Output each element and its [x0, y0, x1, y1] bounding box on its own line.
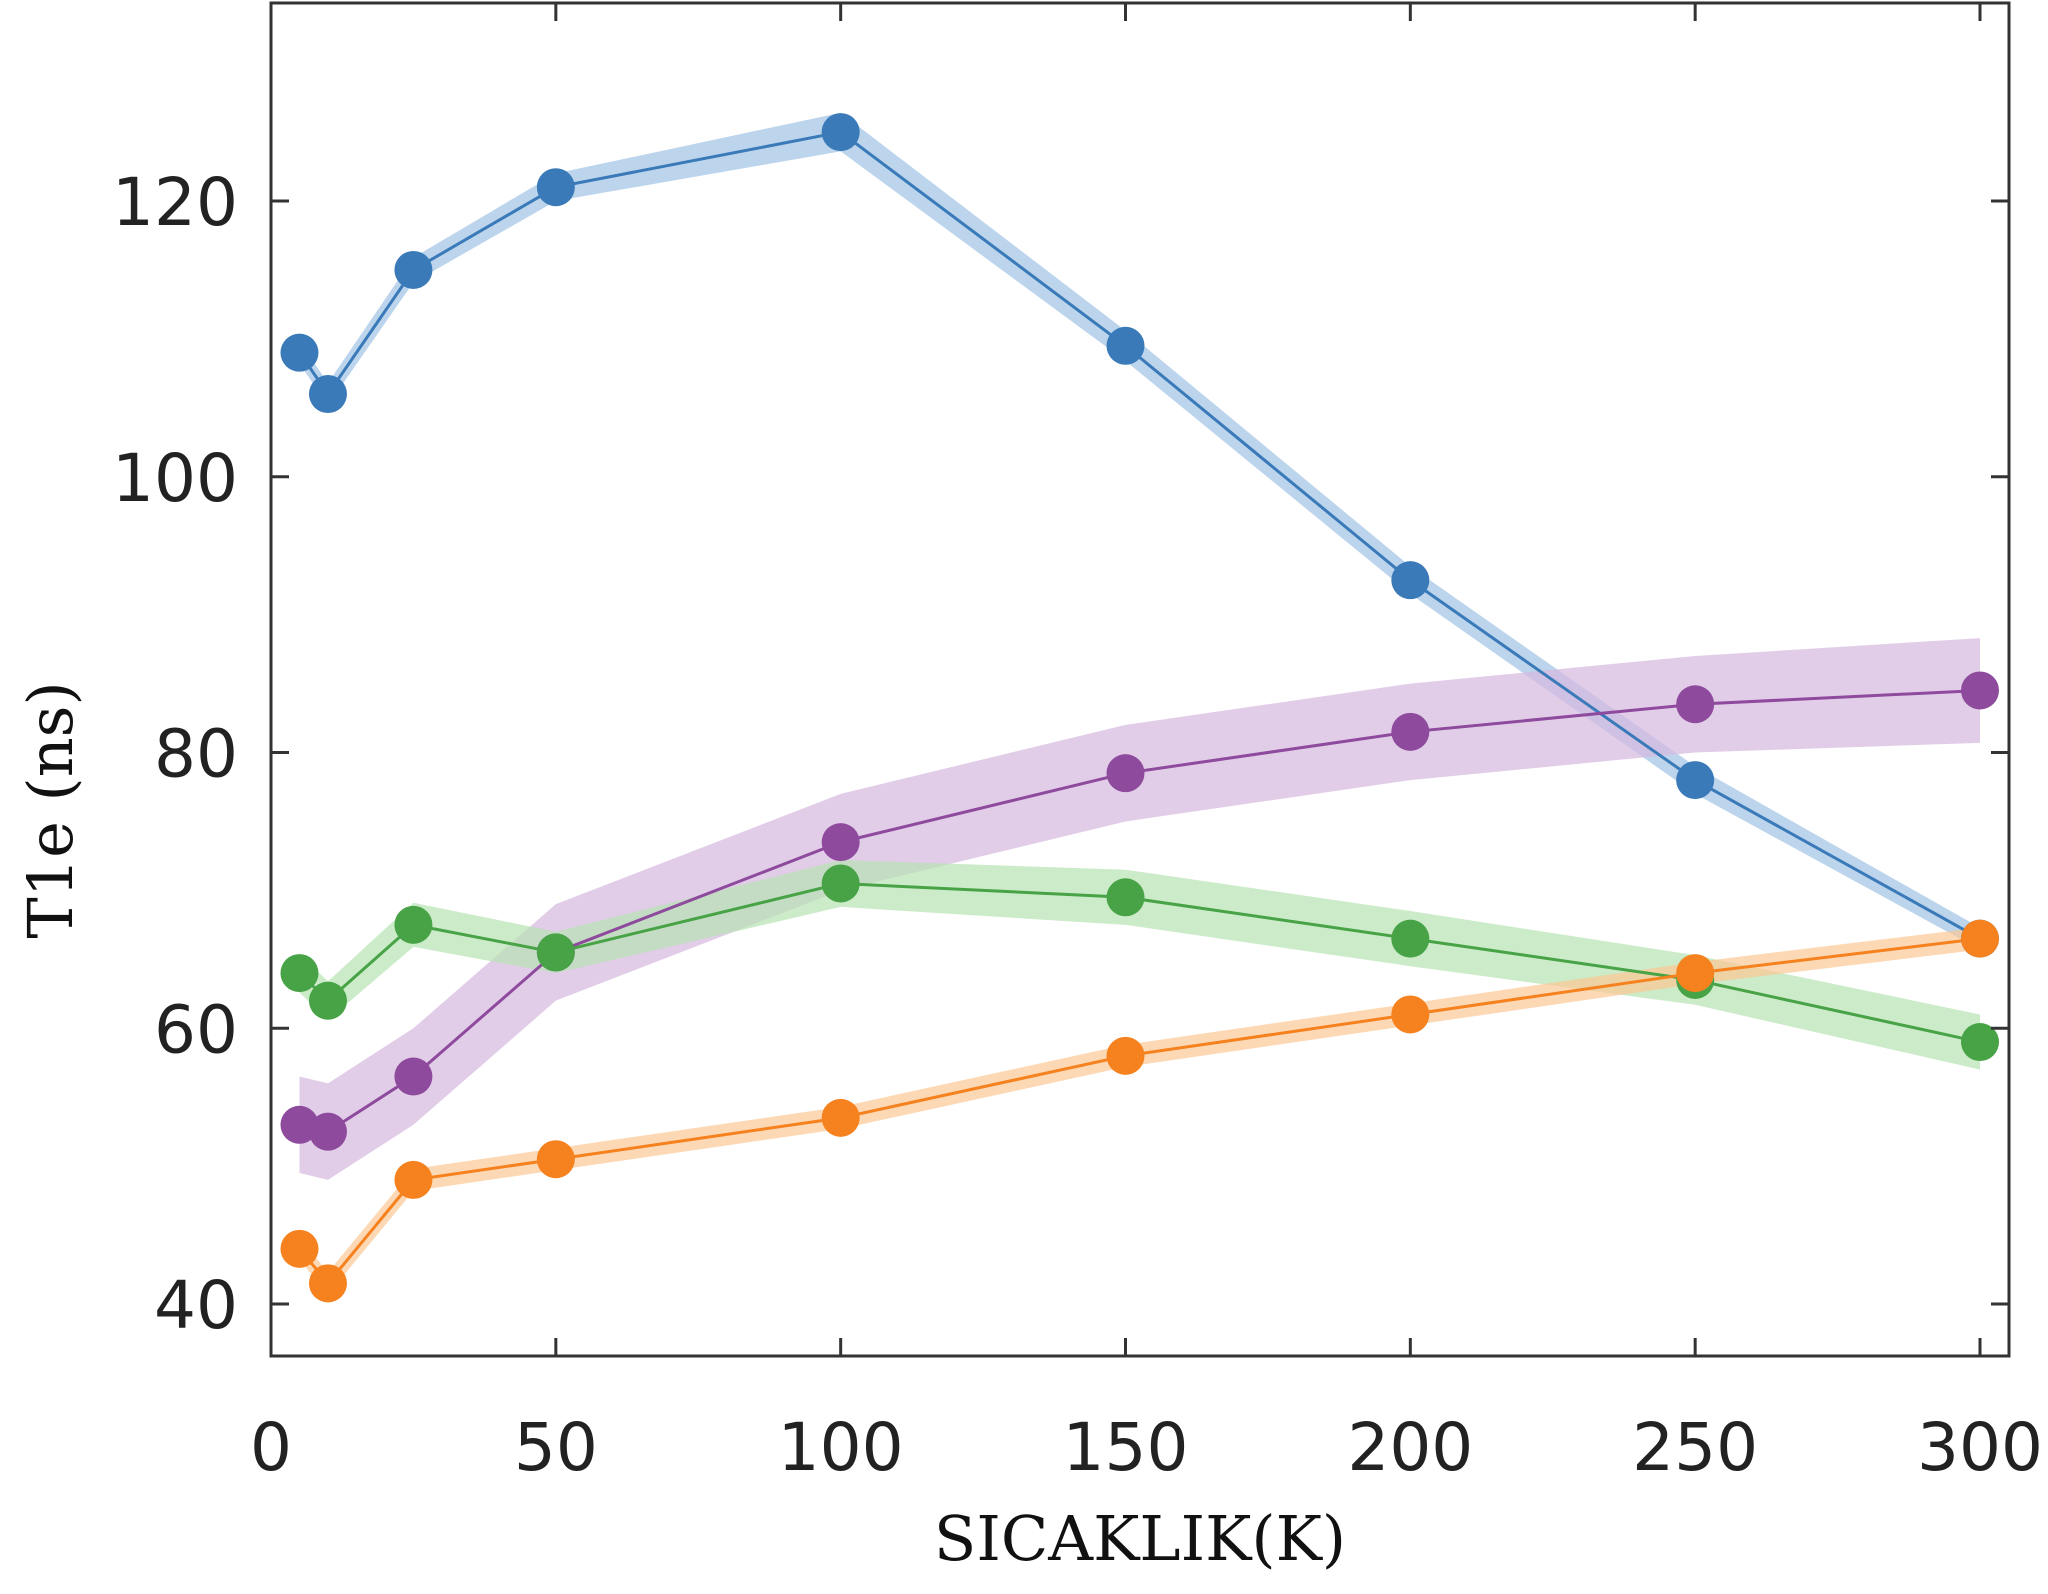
series-0-band: [299, 112, 1980, 950]
series-0-point-2: [394, 250, 433, 289]
series-1-point-2: [394, 1057, 433, 1096]
series-1-point-5: [1106, 754, 1145, 793]
series-3-band: [299, 927, 1980, 1295]
series-1-point-8: [1961, 671, 1999, 710]
series-0-point-0: [280, 333, 319, 372]
x-tick-label-1: 50: [514, 1409, 598, 1486]
series-1-band: [299, 638, 1980, 1180]
x-tick-label-0: 0: [250, 1409, 292, 1486]
series-1-point-6: [1391, 712, 1430, 751]
series-3-point-3: [536, 1140, 575, 1179]
series-3-point-5: [1106, 1036, 1145, 1075]
series-3-point-8: [1961, 919, 1999, 958]
series-3-point-2: [394, 1160, 433, 1199]
series-0-point-3: [536, 168, 575, 207]
series-3-point-7: [1676, 954, 1715, 993]
y-axis-title: T1e (ns): [14, 681, 87, 938]
series-1-point-0: [280, 1105, 319, 1144]
y-tick-label-1: 60: [154, 991, 238, 1068]
y-tick-label-0: 40: [154, 1267, 238, 1344]
series-2-point-2: [394, 905, 433, 944]
series-1-point-4: [821, 823, 860, 862]
plot-frame: [269, 1, 2011, 1358]
series-3-point-1: [308, 1264, 347, 1303]
y-tick-labels: 40 60 80 100 120: [112, 164, 238, 1344]
x-tick-label-5: 250: [1632, 1409, 1758, 1486]
series-2-point-4: [821, 864, 860, 903]
x-axis-title: SICAKLIK(K): [934, 1502, 1346, 1575]
series-2-point-3: [536, 933, 575, 972]
series-2-point-8: [1961, 1023, 1999, 1062]
series-2-point-5: [1106, 878, 1145, 917]
y-tick-label-3: 100: [112, 440, 238, 517]
series-2-point-6: [1391, 919, 1430, 958]
y-tick-label-2: 80: [154, 716, 238, 793]
axis-ticks: [269, 3, 2009, 1356]
x-tick-label-3: 150: [1063, 1409, 1189, 1486]
series-1-point-7: [1676, 685, 1715, 724]
x-tick-label-2: 100: [778, 1409, 904, 1486]
series-0-point-5: [1106, 326, 1145, 365]
x-tick-labels: 0 50 100 150 200 250 300: [250, 1409, 2043, 1486]
series-2-point-0: [280, 954, 319, 993]
series-3-point-6: [1391, 995, 1430, 1034]
x-tick-label-6: 300: [1917, 1409, 2043, 1486]
x-tick-label-4: 200: [1347, 1409, 1473, 1486]
series-0-point-7: [1676, 761, 1715, 800]
series-1-point-1: [308, 1112, 347, 1151]
series-points: [280, 113, 1999, 1303]
series-2-point-1: [308, 981, 347, 1020]
series-0-point-4: [821, 113, 860, 152]
series-0-point-6: [1391, 561, 1430, 600]
series-3-point-4: [821, 1098, 860, 1137]
y-tick-label-4: 120: [112, 164, 238, 241]
series-3-point-0: [280, 1229, 319, 1268]
series-0-point-1: [308, 375, 347, 414]
